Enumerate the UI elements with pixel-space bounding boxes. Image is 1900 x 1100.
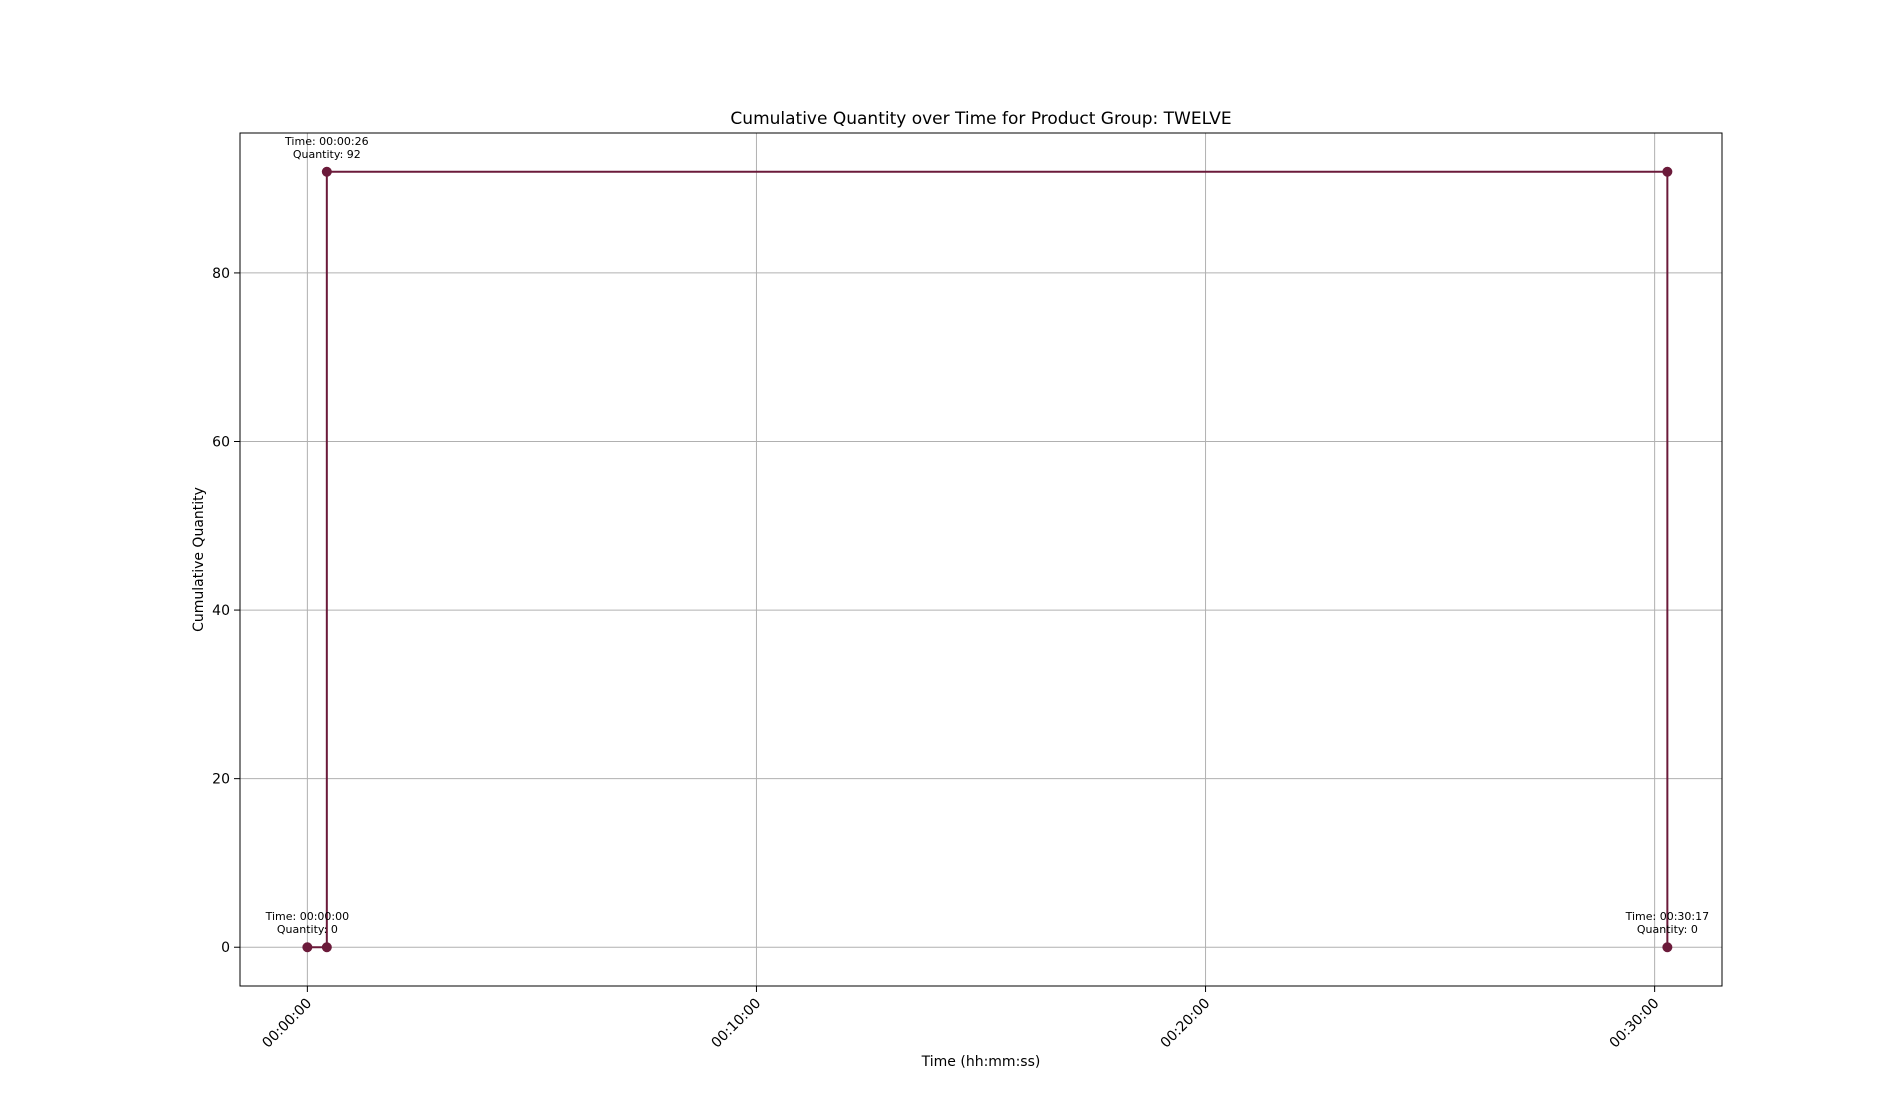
chart-title: Cumulative Quantity over Time for Produc…	[730, 109, 1231, 129]
annotation-quantity: Quantity: 0	[277, 923, 338, 936]
data-point	[321, 166, 332, 177]
annotation-quantity: Quantity: 92	[293, 148, 361, 161]
y-tick-label: 80	[212, 266, 230, 282]
series-layer	[302, 166, 1673, 953]
y-tick-label: 60	[212, 434, 230, 450]
y-tick-label: 0	[221, 940, 230, 956]
series-line	[307, 170, 1669, 949]
annotation-quantity: Quantity: 0	[1637, 923, 1698, 936]
x-axis-label: Time (hh:mm:ss)	[921, 1054, 1041, 1070]
data-point	[1662, 166, 1673, 177]
data-point	[1662, 942, 1673, 953]
y-axis-label: Cumulative Quantity	[191, 487, 207, 632]
x-tick-label: 00:00:00	[259, 996, 315, 1052]
x-tick-label: 00:10:00	[708, 996, 764, 1052]
data-point	[321, 942, 332, 953]
axis-layer: 00:00:00 00:10:00 00:20:00 00:30:00 0 20 40 60 8…	[212, 266, 1662, 1051]
annotation-time: Time: 00:00:00	[265, 910, 350, 923]
grid	[240, 133, 1722, 986]
data-point	[302, 942, 313, 953]
plot-area	[239, 132, 1723, 987]
annotation-time: Time: 00:30:17	[1625, 910, 1710, 923]
x-tick-label: 00:20:00	[1158, 996, 1214, 1052]
y-tick-label: 20	[212, 772, 230, 788]
annotation-time: Time: 00:00:26	[284, 135, 369, 148]
y-tick-label: 40	[212, 603, 230, 619]
x-tick-label: 00:30:00	[1607, 996, 1663, 1052]
